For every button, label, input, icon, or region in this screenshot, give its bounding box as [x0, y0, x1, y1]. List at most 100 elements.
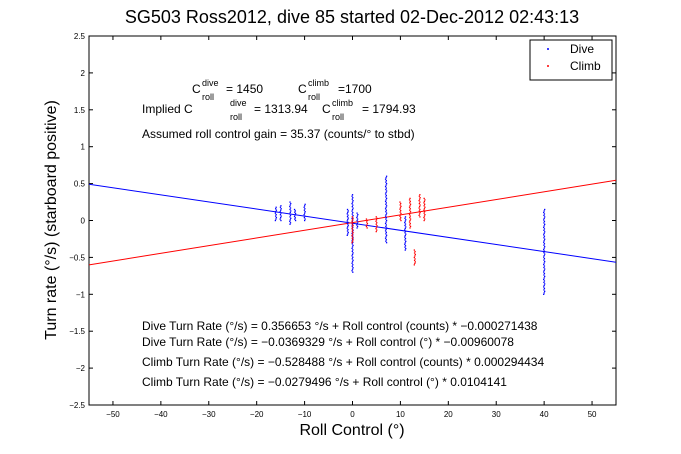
- dive-point: [544, 238, 546, 240]
- dive-point: [275, 213, 277, 216]
- dive-point: [385, 177, 387, 179]
- dive-point: [294, 212, 297, 215]
- climb-point: [414, 262, 416, 265]
- climb-point: [413, 259, 416, 262]
- climb-point: [419, 201, 421, 203]
- dive-point: [384, 237, 387, 239]
- climb-point: [414, 250, 416, 253]
- dive-point: [352, 264, 354, 266]
- dive-point: [351, 205, 353, 208]
- climb-point: [413, 252, 416, 254]
- c-roll-dive-val: = 1450: [226, 82, 263, 96]
- dive-point: [290, 210, 292, 212]
- climb-point: [423, 205, 425, 207]
- dive-point: [351, 225, 353, 227]
- dive-point: [544, 283, 546, 285]
- dive-point: [543, 226, 545, 228]
- dive-point: [303, 216, 306, 219]
- climb-point: [418, 199, 420, 202]
- dive-point: [347, 214, 349, 216]
- dive-point: [303, 206, 305, 208]
- dive-point: [280, 216, 282, 219]
- dive-point: [294, 210, 296, 212]
- climb-point: [352, 231, 354, 234]
- dive-point: [275, 218, 277, 220]
- dive-point: [385, 224, 387, 226]
- climb-point: [399, 214, 402, 216]
- dive-point: [352, 259, 354, 261]
- roll-gain-annotation: Assumed roll control gain = 35.37 (count…: [142, 127, 415, 141]
- climb-point: [365, 218, 368, 220]
- dive-point: [346, 227, 348, 229]
- dive-point: [385, 239, 387, 241]
- dive-point: [385, 190, 388, 192]
- climb-point: [419, 216, 421, 218]
- dive-point: [385, 181, 387, 183]
- dive-point: [404, 232, 406, 234]
- climb-point: [399, 211, 401, 213]
- dive-point: [543, 235, 546, 237]
- climb-point: [423, 202, 425, 204]
- implied-c-roll-climb-c: C: [322, 102, 331, 116]
- dive-point: [352, 256, 354, 258]
- x-tick-label: 30: [492, 410, 501, 419]
- dive-point: [543, 219, 545, 221]
- dive-point: [544, 246, 546, 248]
- climb-point: [418, 210, 421, 212]
- dive-point: [543, 293, 545, 295]
- dive-point: [279, 206, 282, 208]
- dive-point: [351, 228, 353, 230]
- climb-point: [409, 219, 411, 222]
- dive-point: [404, 229, 406, 231]
- dive-point: [404, 246, 406, 248]
- plot-area: −50 −40 −30 −20 −10 0 10 20 30 40 50−2.5−2−1.5−1−0…: [69, 32, 617, 419]
- dive-point: [303, 213, 305, 216]
- climb-point: [400, 205, 402, 208]
- y-tick-label: 2: [81, 69, 86, 78]
- climb-point: [409, 211, 412, 213]
- climb-point: [409, 224, 411, 226]
- dive-point: [352, 229, 354, 232]
- dive-point: [543, 262, 545, 264]
- climb-point: [351, 223, 353, 225]
- dive-point: [289, 211, 291, 214]
- dive-point: [543, 256, 545, 258]
- dive-point: [347, 224, 349, 226]
- dive-point: [303, 205, 306, 207]
- implied-c-roll-dive-sub: roll: [230, 112, 242, 122]
- dive-point: [543, 271, 545, 273]
- dive-point: [543, 250, 546, 252]
- dive-point: [385, 184, 387, 186]
- dive-point: [543, 272, 546, 275]
- dive-point: [347, 231, 349, 234]
- dive-point: [274, 215, 277, 217]
- y-tick-label: −1.5: [69, 327, 85, 336]
- c-roll-dive-sub: roll: [202, 92, 214, 102]
- dive-point: [294, 217, 296, 219]
- y-tick-label: −2: [76, 364, 86, 373]
- dive-point: [351, 247, 353, 250]
- dive-point: [384, 208, 387, 210]
- climb-point: [352, 224, 354, 227]
- climb-point: [409, 203, 412, 205]
- dive-point: [304, 203, 306, 205]
- dive-point: [543, 274, 545, 276]
- climb-point: [424, 218, 426, 220]
- dive-point: [543, 247, 545, 249]
- dive-point: [352, 200, 354, 202]
- dive-point: [385, 231, 387, 234]
- dive-point: [385, 203, 387, 205]
- dive-point: [543, 289, 545, 291]
- c-roll-climb-sup: climb: [308, 78, 329, 88]
- climb-point: [409, 227, 411, 229]
- climb-point: [375, 216, 377, 218]
- dive-point: [385, 180, 387, 182]
- dive-point: [543, 228, 546, 230]
- dive-point: [356, 218, 359, 220]
- legend-label-dive: Dive: [570, 42, 594, 56]
- dive-point: [356, 222, 358, 225]
- dive-point: [352, 252, 354, 254]
- dive-point: [543, 281, 545, 284]
